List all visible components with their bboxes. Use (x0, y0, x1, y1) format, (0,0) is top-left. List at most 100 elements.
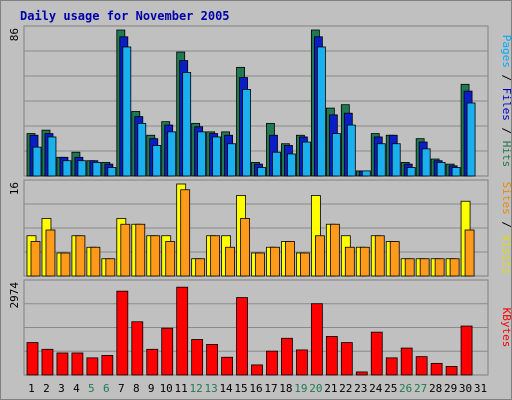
series-label-part: / (500, 215, 512, 235)
bar-kbytes-21 (325, 336, 338, 376)
series-label-middle: Sites / Visits (500, 182, 512, 275)
series-label-part: Hits (500, 141, 512, 168)
bar-kbytes-26 (400, 347, 413, 376)
bar-sites-11 (180, 189, 191, 277)
bar-pages-24 (376, 143, 386, 177)
bar-kbytes-28 (430, 362, 443, 376)
x-tick-label: 19 (294, 382, 307, 395)
bar-kbytes-8 (131, 321, 144, 376)
x-tick-label: 13 (204, 382, 217, 395)
bar-sites-3 (60, 252, 71, 277)
bar-pages-11 (182, 72, 192, 177)
bar-pages-4 (77, 160, 87, 177)
bar-pages-20 (316, 46, 326, 177)
ymax-label-top: 86 (8, 28, 21, 41)
bar-sites-4 (75, 235, 86, 277)
bar-kbytes-30 (460, 325, 473, 376)
bar-pages-26 (406, 167, 416, 177)
x-tick-label: 28 (429, 382, 442, 395)
x-tick-label: 17 (264, 382, 277, 395)
x-tick-label: 25 (384, 382, 397, 395)
bar-pages-3 (62, 160, 72, 177)
bar-sites-13 (210, 235, 221, 277)
x-tick-label: 10 (160, 382, 173, 395)
bar-sites-15 (240, 218, 250, 277)
bar-kbytes-11 (176, 286, 189, 376)
bar-pages-1 (32, 146, 42, 177)
series-label-part: Visits (500, 235, 512, 275)
bar-kbytes-10 (161, 327, 174, 376)
bar-pages-14 (227, 143, 236, 177)
bar-pages-23 (361, 170, 371, 177)
bar-pages-17 (272, 151, 281, 177)
x-tick-label: 9 (148, 382, 155, 395)
bar-pages-29 (451, 167, 461, 177)
x-tick-label: 7 (118, 382, 125, 395)
bar-kbytes-14 (221, 356, 233, 376)
bar-sites-19 (300, 252, 310, 277)
chart-title: Daily usage for November 2005 (20, 9, 230, 23)
x-tick-label: 4 (73, 382, 80, 395)
series-label-part: KBytes (500, 308, 512, 348)
x-tick-label: 30 (459, 382, 472, 395)
x-tick-label: 27 (414, 382, 427, 395)
bar-kbytes-6 (101, 355, 114, 376)
bar-kbytes-17 (266, 350, 278, 376)
bar-kbytes-23 (355, 371, 368, 376)
x-tick-label: 20 (309, 382, 322, 395)
bar-pages-2 (47, 136, 57, 177)
bar-kbytes-9 (146, 348, 159, 376)
ymax-label-middle: 16 (8, 182, 21, 195)
panel-middle: 16 Sites / Visits (8, 179, 512, 277)
bar-kbytes-12 (191, 339, 204, 376)
bar-pages-16 (257, 167, 266, 177)
x-tick-label: 24 (369, 382, 383, 395)
bar-pages-15 (242, 89, 251, 177)
bar-kbytes-27 (415, 356, 428, 376)
bar-sites-30 (464, 229, 475, 277)
bar-sites-12 (195, 258, 206, 277)
bar-kbytes-22 (340, 342, 353, 376)
bar-kbytes-4 (71, 352, 84, 376)
bar-kbytes-24 (370, 331, 383, 376)
series-label-top: Pages / Files / Hits (500, 35, 512, 168)
series-label-part: Files (500, 88, 512, 121)
bar-pages-28 (436, 162, 446, 177)
x-tick-label: 16 (249, 382, 262, 395)
bar-pages-9 (152, 145, 162, 177)
bar-sites-23 (359, 246, 370, 277)
bar-sites-5 (90, 246, 101, 277)
bar-kbytes-15 (236, 297, 248, 376)
panel-top: 86 Pages / Files / Hits (8, 25, 512, 177)
bar-sites-26 (404, 258, 415, 277)
series-label-part: Sites (500, 182, 512, 215)
bar-kbytes-2 (41, 348, 54, 376)
panel-bottom: 2974 KBytes (8, 279, 512, 376)
bar-pages-19 (302, 141, 311, 177)
x-tick-label: 23 (354, 382, 367, 395)
bar-kbytes-13 (206, 344, 219, 376)
x-tick-label: 1 (28, 382, 35, 395)
bar-pages-30 (466, 102, 476, 177)
x-tick-label: 31 (474, 382, 487, 395)
bar-kbytes-20 (310, 303, 323, 376)
bar-sites-20 (314, 235, 325, 277)
bar-sites-21 (329, 223, 340, 277)
series-label-part: / (500, 121, 512, 141)
bar-pages-12 (197, 131, 207, 177)
x-tick-label: 14 (219, 382, 233, 395)
bar-kbytes-7 (116, 290, 129, 376)
x-tick-label: 18 (279, 382, 292, 395)
bar-sites-25 (389, 241, 400, 277)
bar-kbytes-1 (26, 342, 39, 376)
bar-pages-8 (137, 122, 147, 177)
bar-sites-6 (105, 258, 116, 277)
bar-pages-22 (346, 124, 356, 177)
bar-sites-24 (374, 235, 385, 277)
bar-pages-7 (122, 46, 132, 177)
x-tick-label: 15 (234, 382, 247, 395)
bar-sites-22 (344, 246, 355, 277)
bar-sites-10 (165, 241, 176, 277)
bar-sites-8 (135, 223, 146, 277)
